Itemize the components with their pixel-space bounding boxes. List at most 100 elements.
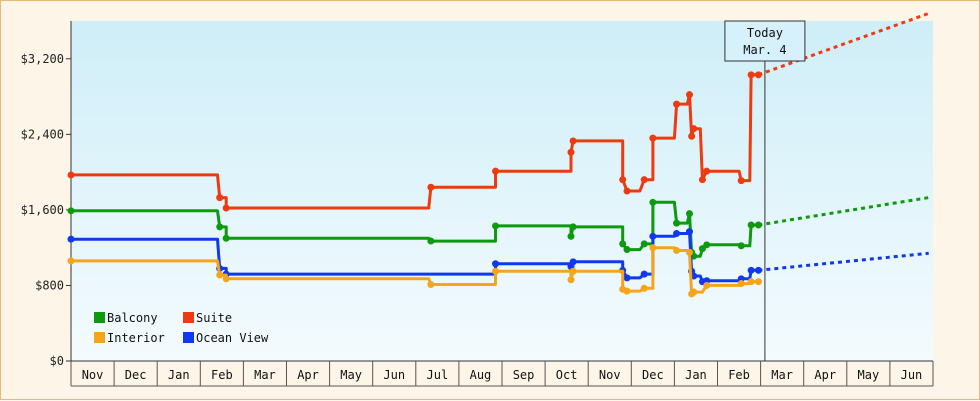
month-label: Feb: [211, 368, 233, 382]
y-tick-label: $800: [35, 278, 64, 292]
legend: Balcony Suite Interior Ocean View: [94, 311, 269, 345]
legend-swatch-suite: [183, 312, 194, 323]
data-point-suite: [569, 137, 577, 145]
month-label: Aug: [470, 368, 492, 382]
month-label: Dec: [642, 368, 664, 382]
data-point-suite: [703, 167, 711, 175]
data-point-balcony: [567, 232, 575, 240]
data-point-balcony: [640, 240, 648, 248]
data-point-interior: [690, 288, 698, 296]
data-point-interior: [427, 281, 435, 288]
data-point-balcony: [754, 221, 762, 229]
today-date: Mar. 4: [743, 43, 786, 57]
data-point-balcony: [619, 240, 627, 248]
legend-label-balcony: Balcony: [107, 311, 158, 325]
data-point-balcony: [222, 234, 230, 242]
y-tick-label: $3,200: [21, 52, 64, 66]
month-label: Mar: [254, 368, 276, 382]
month-label: Mar: [771, 368, 793, 382]
data-point-suite: [737, 177, 745, 185]
data-point-balcony: [67, 207, 75, 215]
data-point-ocean-view: [492, 260, 500, 268]
data-point-balcony: [685, 210, 693, 218]
y-tick-label: $0: [50, 354, 64, 368]
month-label: Jun: [901, 368, 923, 382]
data-point-interior: [492, 267, 500, 275]
month-label: Dec: [125, 368, 147, 382]
month-label: Jun: [383, 368, 405, 382]
legend-label-interior: Interior: [107, 331, 165, 345]
plot-area: [71, 21, 933, 361]
data-point-interior: [67, 257, 75, 265]
data-point-balcony: [673, 219, 681, 227]
data-point-interior: [640, 284, 648, 292]
month-label: Jan: [168, 368, 190, 382]
today-label: Today: [747, 26, 783, 40]
data-point-suite: [640, 176, 648, 184]
data-point-interior: [754, 278, 762, 286]
data-point-suite: [690, 125, 698, 133]
series-interior: [67, 244, 762, 298]
data-point-balcony: [649, 198, 657, 206]
month-label: Feb: [728, 368, 750, 382]
data-point-interior: [567, 276, 575, 284]
data-point-ocean-view: [747, 266, 755, 274]
data-point-ocean-view: [685, 228, 693, 236]
data-point-ocean-view: [754, 266, 762, 274]
month-label: Sep: [513, 368, 535, 382]
data-point-ocean-view: [640, 270, 648, 278]
month-label: Jul: [427, 368, 449, 382]
data-point-interior: [222, 275, 230, 283]
data-point-suite: [673, 100, 681, 108]
data-point-suite: [492, 167, 500, 175]
y-tick-label: $1,600: [21, 203, 64, 217]
data-point-balcony: [492, 222, 500, 230]
series-layer: [67, 11, 930, 298]
data-point-balcony: [703, 241, 711, 249]
data-point-suite: [222, 204, 230, 212]
legend-swatch-balcony: [94, 312, 105, 323]
legend-swatch-ocean-view: [183, 332, 194, 343]
data-point-interior: [737, 280, 745, 288]
month-label: May: [858, 368, 880, 382]
x-axis: Nov Dec Jan Feb Mar Apr May Jun Jul Aug Sep Oct Nov D…: [70, 360, 934, 387]
data-point-suite: [427, 183, 435, 191]
data-point-ocean-view: [67, 235, 75, 243]
y-tick-label: $2,400: [21, 127, 64, 141]
month-label: May: [340, 368, 362, 382]
month-label: Apr: [814, 368, 836, 382]
data-point-ocean-view: [673, 230, 681, 237]
series-suite: [67, 11, 930, 212]
data-point-suite: [216, 194, 224, 202]
data-point-suite: [698, 176, 706, 184]
data-point-ocean-view: [649, 232, 657, 240]
data-point-ocean-view: [569, 258, 577, 266]
data-point-interior: [623, 287, 631, 295]
data-point-suite: [67, 171, 75, 179]
data-point-suite: [623, 187, 631, 195]
data-point-interior: [673, 247, 681, 254]
today-marker: Today Mar. 4: [724, 20, 806, 361]
y-axis: $0 $800 $1,600 $2,400 $3,200: [21, 21, 72, 368]
month-label: Nov: [82, 368, 104, 382]
data-point-suite: [747, 71, 755, 79]
legend-label-ocean-view: Ocean View: [196, 331, 269, 345]
data-point-interior: [685, 248, 693, 256]
data-point-suite: [619, 176, 627, 184]
data-point-suite: [754, 71, 762, 79]
data-point-balcony: [569, 223, 577, 231]
data-point-balcony: [216, 223, 224, 231]
data-point-interior: [747, 278, 755, 286]
data-point-interior: [216, 271, 224, 279]
data-point-interior: [703, 281, 711, 289]
month-label: Apr: [297, 368, 319, 382]
data-point-suite: [688, 132, 696, 140]
legend-label-suite: Suite: [196, 311, 232, 325]
data-point-balcony: [737, 242, 745, 250]
data-point-balcony: [747, 221, 755, 229]
data-point-suite: [649, 134, 657, 142]
data-point-ocean-view: [623, 274, 631, 282]
month-label: Jan: [685, 368, 707, 382]
